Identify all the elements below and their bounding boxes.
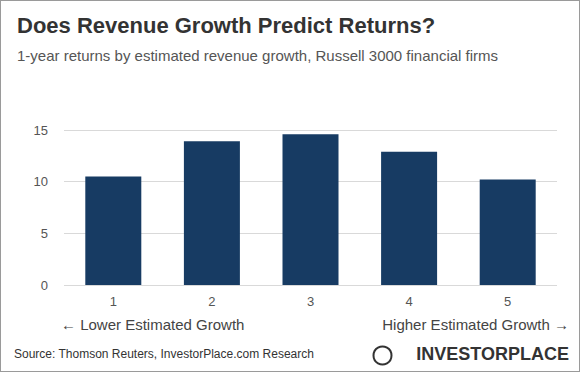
svg-text:INVESTORPLACE: INVESTORPLACE [416, 344, 569, 364]
svg-text:15: 15 [34, 123, 48, 138]
svg-text:Source: Thomson Reuters, Inves: Source: Thomson Reuters, InvestorPlace.c… [14, 347, 314, 361]
svg-text:10: 10 [34, 174, 48, 189]
svg-text:4: 4 [405, 294, 412, 309]
svg-text:1-year returns by estimated re: 1-year returns by estimated revenue grow… [17, 47, 498, 64]
svg-text:← Lower Estimated Growth: ← Lower Estimated Growth [61, 316, 244, 333]
svg-text:Does Revenue Growth Predict Re: Does Revenue Growth Predict Returns? [17, 13, 435, 38]
svg-text:2: 2 [208, 294, 215, 309]
svg-text:3: 3 [307, 294, 314, 309]
svg-text:Higher Estimated Growth →: Higher Estimated Growth → [382, 316, 569, 333]
svg-text:5: 5 [504, 294, 511, 309]
svg-text:5: 5 [41, 226, 48, 241]
svg-text:1: 1 [110, 294, 117, 309]
svg-text:0: 0 [41, 278, 48, 293]
